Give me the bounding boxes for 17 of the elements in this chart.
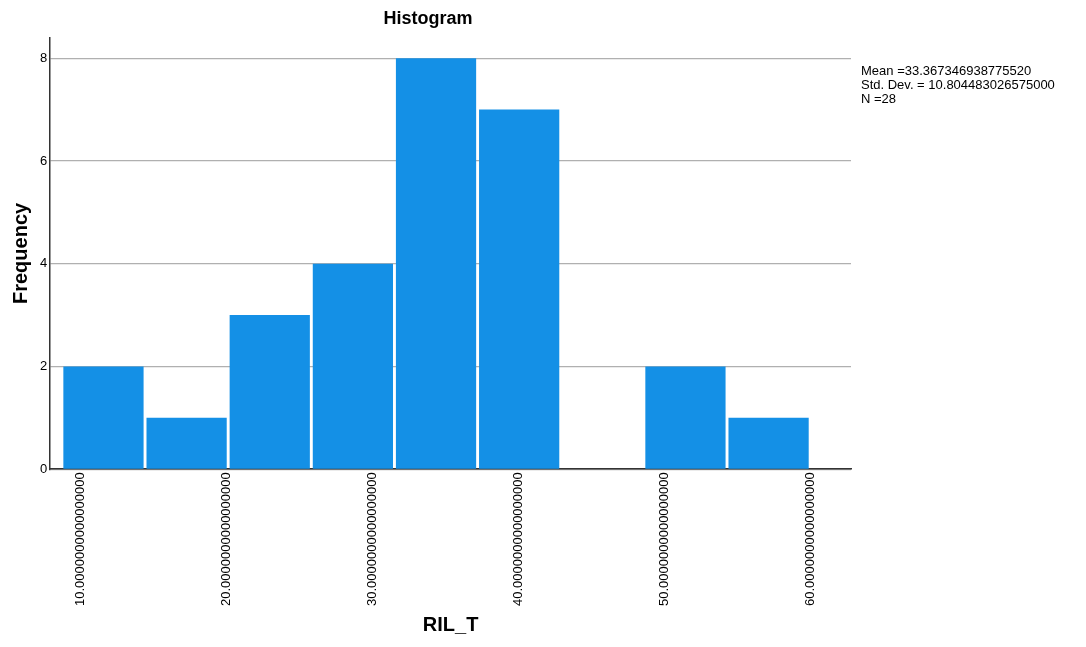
text: Mean =33.367346938775520 (861, 63, 1032, 79)
text: Std. Dev. = 10.804483026575000 (861, 77, 1055, 93)
x-axis-title: RIL_T (422, 612, 479, 635)
y-tick-label: 8 (40, 49, 48, 65)
chart-title: Histogram (383, 7, 473, 28)
x-tick-label: 40.0000000000000000 (510, 472, 526, 607)
x-tick-label: 10.0000000000000000 (72, 472, 88, 607)
text: N =28 (861, 91, 897, 107)
y-tick-label: 0 (40, 460, 48, 476)
y-tick-label: 2 (40, 358, 48, 374)
x-tick-label: 20.0000000000000000 (218, 472, 234, 607)
y-tick-label: 6 (40, 152, 48, 168)
x-tick-label: 50.0000000000000000 (655, 472, 671, 607)
y-tick-label: 4 (40, 255, 48, 271)
y-axis-title: Frequency (8, 201, 31, 304)
x-tick-label: 60.0000000000000000 (801, 472, 817, 607)
x-tick-label: 30.0000000000000000 (364, 472, 380, 607)
